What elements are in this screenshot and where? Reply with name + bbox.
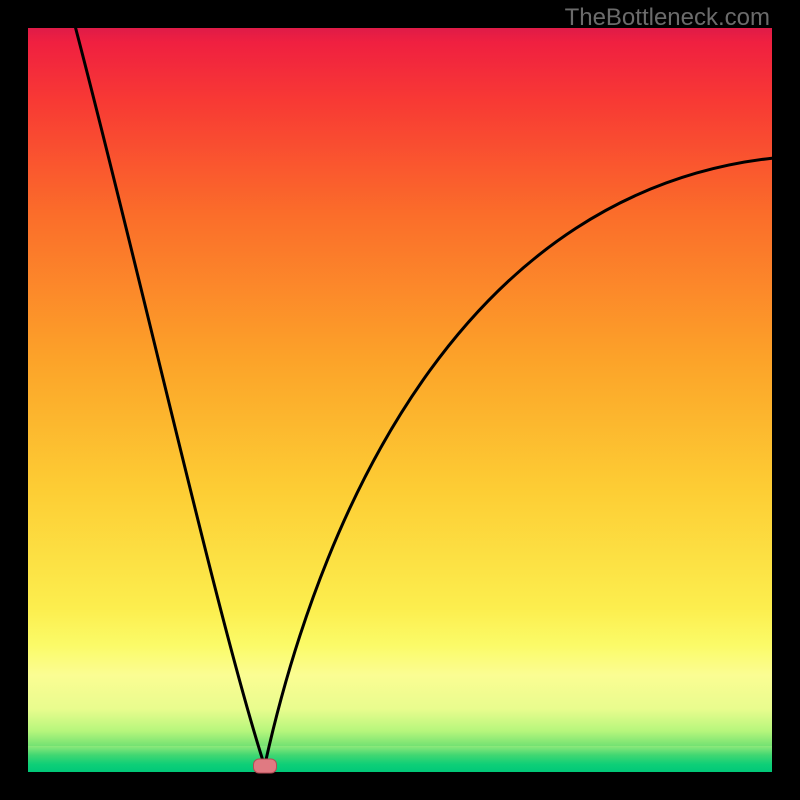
watermark-text: TheBottleneck.com — [565, 4, 770, 32]
curve-left-branch — [76, 28, 265, 766]
minimum-marker — [253, 759, 277, 774]
chart-canvas: TheBottleneck.com — [0, 0, 800, 800]
plot-area — [28, 28, 772, 772]
curve-right-branch — [265, 158, 772, 766]
curve-layer — [28, 28, 772, 772]
